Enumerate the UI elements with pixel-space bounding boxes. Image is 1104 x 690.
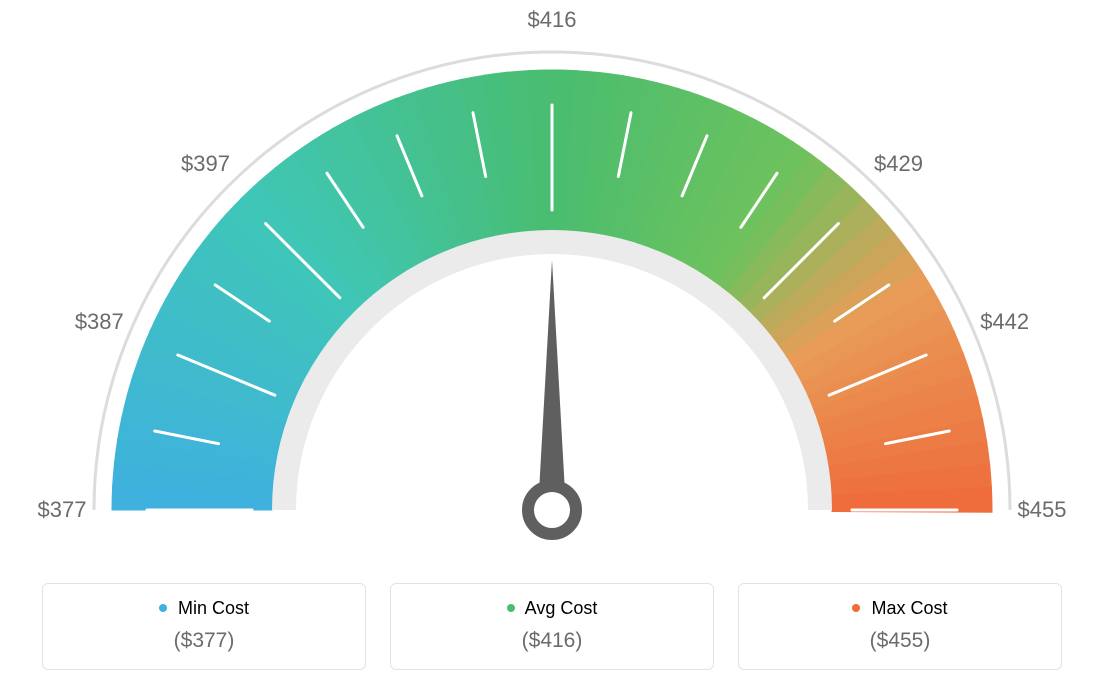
gauge-tick-label: $455 bbox=[1018, 497, 1067, 523]
gauge-tick-label: $377 bbox=[38, 497, 87, 523]
legend-value-avg: ($416) bbox=[409, 629, 695, 653]
gauge-chart: $377 $387 $397 $416 $429 $442 $455 bbox=[0, 0, 1104, 560]
dot-min-icon bbox=[159, 604, 167, 612]
legend-value-min: ($377) bbox=[61, 629, 347, 653]
gauge-tick-label: $387 bbox=[75, 309, 124, 335]
legend-title-min: Min Cost bbox=[61, 598, 347, 619]
legend-label-max: Max Cost bbox=[871, 598, 947, 618]
legend-card-max: Max Cost ($455) bbox=[738, 583, 1062, 670]
legend-label-min: Min Cost bbox=[178, 598, 249, 618]
legend-value-max: ($455) bbox=[757, 629, 1043, 653]
legend-label-avg: Avg Cost bbox=[525, 598, 598, 618]
gauge-tick-label: $416 bbox=[528, 7, 577, 33]
gauge-svg bbox=[0, 0, 1104, 560]
gauge-tick-label: $442 bbox=[980, 309, 1029, 335]
dot-max-icon bbox=[852, 604, 860, 612]
dot-avg-icon bbox=[507, 604, 515, 612]
legend-card-avg: Avg Cost ($416) bbox=[390, 583, 714, 670]
legend-card-min: Min Cost ($377) bbox=[42, 583, 366, 670]
gauge-tick-label: $397 bbox=[181, 151, 230, 177]
legend-row: Min Cost ($377) Avg Cost ($416) Max Cost… bbox=[0, 583, 1104, 670]
legend-title-avg: Avg Cost bbox=[409, 598, 695, 619]
gauge-tick-label: $429 bbox=[874, 151, 923, 177]
legend-title-max: Max Cost bbox=[757, 598, 1043, 619]
